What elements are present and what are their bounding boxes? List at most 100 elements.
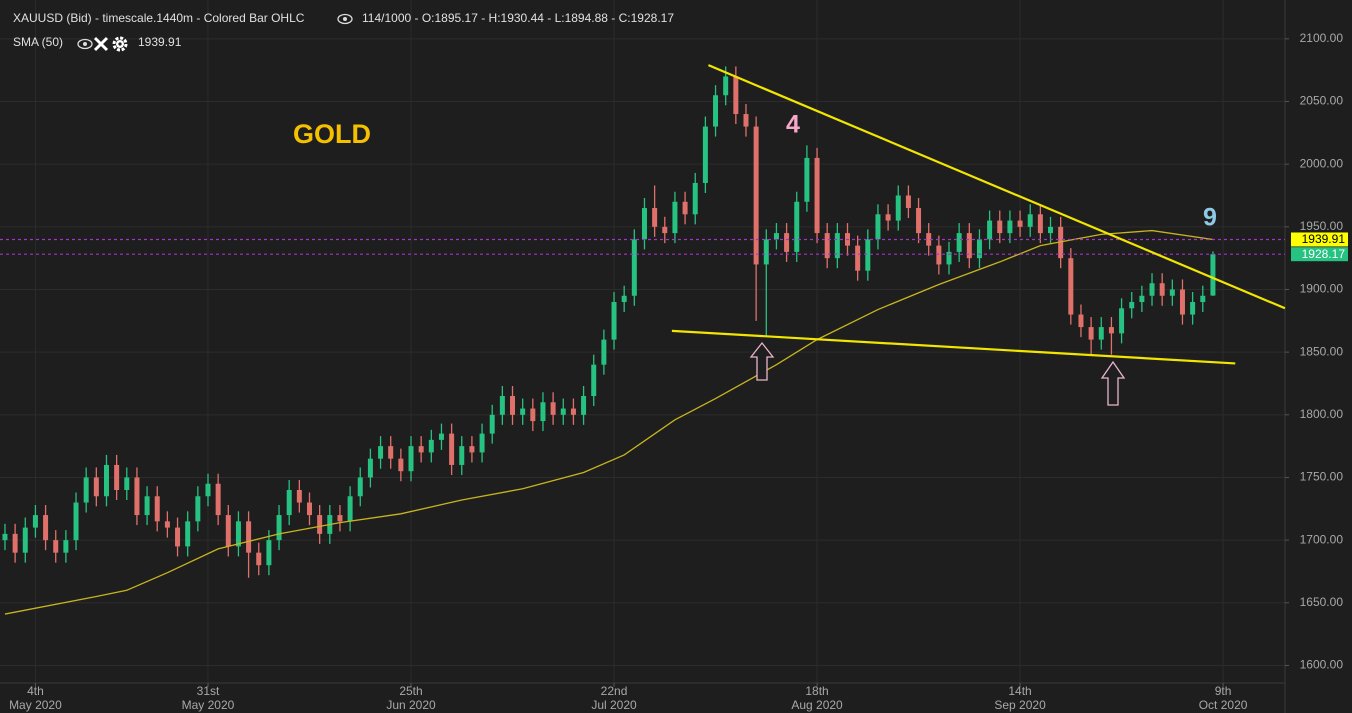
- candle-body: [225, 515, 231, 547]
- candle-body: [499, 396, 505, 415]
- candle-body: [824, 233, 830, 259]
- candle-body: [652, 208, 658, 227]
- eye-icon[interactable]: [337, 13, 353, 25]
- candle-body: [1098, 327, 1104, 340]
- candle-body: [834, 233, 840, 259]
- candle-body: [12, 533, 18, 553]
- candle-body: [570, 408, 576, 415]
- sma-line: [4, 229, 1214, 615]
- candle-body: [266, 540, 272, 566]
- chart-title: XAUUSD (Bid) - timescale.1440m - Colored…: [13, 11, 305, 25]
- candle-body: [307, 502, 313, 516]
- candle-body: [743, 114, 749, 127]
- candle-body: [1007, 220, 1013, 234]
- candle-body: [205, 483, 211, 497]
- price-tag-label: 1939.91: [1302, 232, 1346, 246]
- candle-body: [753, 126, 759, 265]
- candle-body: [459, 446, 465, 465]
- candle-body: [235, 521, 241, 547]
- candle-body: [1129, 302, 1135, 309]
- candle-body: [1159, 283, 1165, 296]
- x-tick-sublabel: Aug 2020: [791, 698, 843, 712]
- candle-body: [804, 157, 810, 202]
- candle-body: [418, 446, 424, 453]
- sma-settings-icon[interactable]: [112, 36, 128, 52]
- candle-body: [388, 446, 394, 459]
- y-tick-label: 1750.00: [1300, 470, 1344, 484]
- candle-body: [916, 208, 922, 234]
- candle-body: [591, 364, 597, 397]
- candle-body: [1068, 258, 1074, 315]
- candle-body: [1027, 214, 1033, 227]
- candle-body: [997, 220, 1003, 234]
- candle-body: [83, 477, 89, 503]
- candle-body: [347, 496, 353, 522]
- y-tick-label: 2100.00: [1300, 31, 1344, 45]
- candle-body: [672, 201, 678, 234]
- y-tick-label: 1900.00: [1300, 282, 1344, 296]
- sma-eye-icon[interactable]: [77, 38, 93, 50]
- candle-body: [428, 439, 434, 453]
- candle-body: [1169, 289, 1175, 296]
- wave-label: 4: [786, 111, 800, 139]
- candle-body: [1190, 302, 1196, 315]
- candle-body: [1200, 295, 1206, 303]
- y-tick-label: 1800.00: [1300, 407, 1344, 421]
- y-tick-label: 1650.00: [1300, 595, 1344, 609]
- candle-body: [73, 502, 79, 541]
- candle-body: [1108, 327, 1114, 334]
- candle-body: [357, 477, 363, 497]
- candle-body: [2, 533, 8, 541]
- candle-body: [956, 233, 962, 252]
- candle-body: [987, 220, 993, 240]
- candle-body: [378, 446, 384, 459]
- x-tick-label: 22nd: [601, 684, 628, 698]
- candle-body: [702, 126, 708, 183]
- candle-body: [43, 515, 49, 541]
- x-tick-sublabel: Jun 2020: [386, 698, 436, 712]
- candle-body: [53, 540, 59, 553]
- sma-value: 1939.91: [138, 35, 182, 49]
- candle-body: [124, 477, 130, 491]
- ohlc-info: 114/1000 - O:1895.17 - H:1930.44 - L:189…: [362, 11, 674, 25]
- candle-body: [1048, 226, 1054, 234]
- candle-body: [926, 233, 932, 246]
- candle-body: [93, 477, 99, 497]
- candle-body: [408, 446, 414, 472]
- candle-body: [865, 239, 871, 271]
- candle-body: [1017, 220, 1023, 227]
- candle-body: [246, 521, 252, 553]
- sma-legend: SMA (50): [13, 35, 63, 49]
- x-tick-sublabel: Jul 2020: [591, 698, 637, 712]
- candle-body: [682, 201, 688, 215]
- price-tag: [1291, 247, 1348, 262]
- candle-body: [966, 233, 972, 259]
- candle-body: [733, 76, 739, 115]
- x-tick-label: 31st: [197, 684, 220, 698]
- candle-body: [1078, 314, 1084, 328]
- candle-body: [1179, 289, 1185, 315]
- up-arrow: [1100, 360, 1126, 406]
- gold-label: GOLD: [293, 119, 371, 149]
- candle-body: [611, 302, 617, 340]
- candle-body: [621, 295, 627, 303]
- candle-body: [905, 195, 911, 209]
- candle-body: [875, 214, 881, 240]
- candle-body: [367, 458, 373, 478]
- candle-body: [631, 239, 637, 296]
- y-tick-label: 1850.00: [1300, 344, 1344, 358]
- x-tick-label: 18th: [805, 684, 828, 698]
- candle-body: [946, 251, 952, 265]
- candle-body: [936, 245, 942, 265]
- x-tick-label: 4th: [27, 684, 44, 698]
- candle-body: [794, 201, 800, 252]
- candle-body: [723, 76, 729, 96]
- candle-body: [164, 521, 170, 528]
- sma-remove-icon[interactable]: [93, 36, 109, 52]
- y-tick-label: 2000.00: [1300, 156, 1344, 170]
- y-tick-label: 1700.00: [1300, 532, 1344, 546]
- price-tag: [1291, 232, 1348, 247]
- candle-body: [185, 521, 191, 547]
- candle-body: [530, 408, 536, 422]
